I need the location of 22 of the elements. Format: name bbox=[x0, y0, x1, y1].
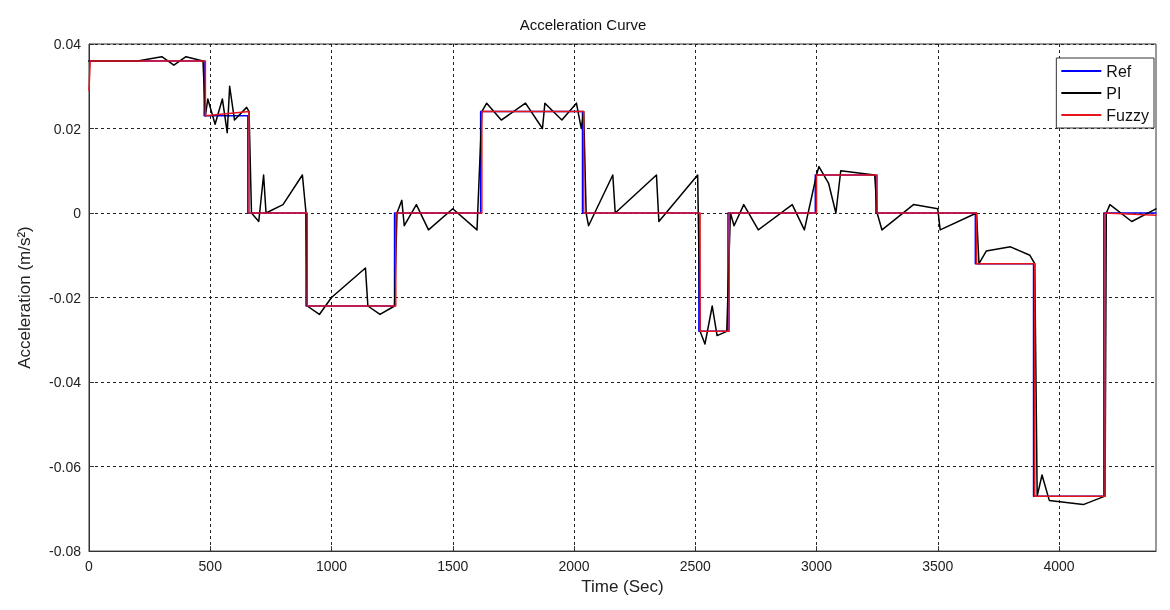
x-tick-label: 2500 bbox=[679, 558, 712, 575]
chart-title: Acceleration Curve bbox=[519, 16, 647, 33]
x-tick-label: 500 bbox=[198, 558, 223, 575]
y-tick-label: 0 bbox=[73, 205, 82, 222]
x-axis-title: Time (Sec) bbox=[581, 577, 664, 596]
y-tick-label: -0.06 bbox=[49, 458, 82, 475]
y-tick-label: 0.02 bbox=[53, 120, 82, 137]
y-tick-label: -0.04 bbox=[49, 374, 82, 391]
legend-label: Ref bbox=[1106, 62, 1132, 80]
x-tick-label: 3500 bbox=[922, 558, 954, 575]
legend-label: Fuzzy bbox=[1106, 106, 1149, 124]
x-tick-label: 0 bbox=[85, 558, 94, 575]
y-axis-title: Acceleration (m/s²) bbox=[15, 226, 34, 369]
y-tick-label: -0.02 bbox=[49, 289, 82, 306]
y-tick-label: 0.04 bbox=[53, 36, 82, 52]
y-tick-label: -0.08 bbox=[49, 543, 82, 560]
legend-label: PI bbox=[1106, 84, 1122, 102]
x-tick-label: 1000 bbox=[315, 558, 348, 575]
x-tick-label: 2000 bbox=[558, 558, 590, 575]
x-tick-label: 3000 bbox=[800, 558, 833, 575]
x-tick-label: 4000 bbox=[1043, 558, 1075, 575]
x-tick-label: 1500 bbox=[437, 558, 469, 575]
